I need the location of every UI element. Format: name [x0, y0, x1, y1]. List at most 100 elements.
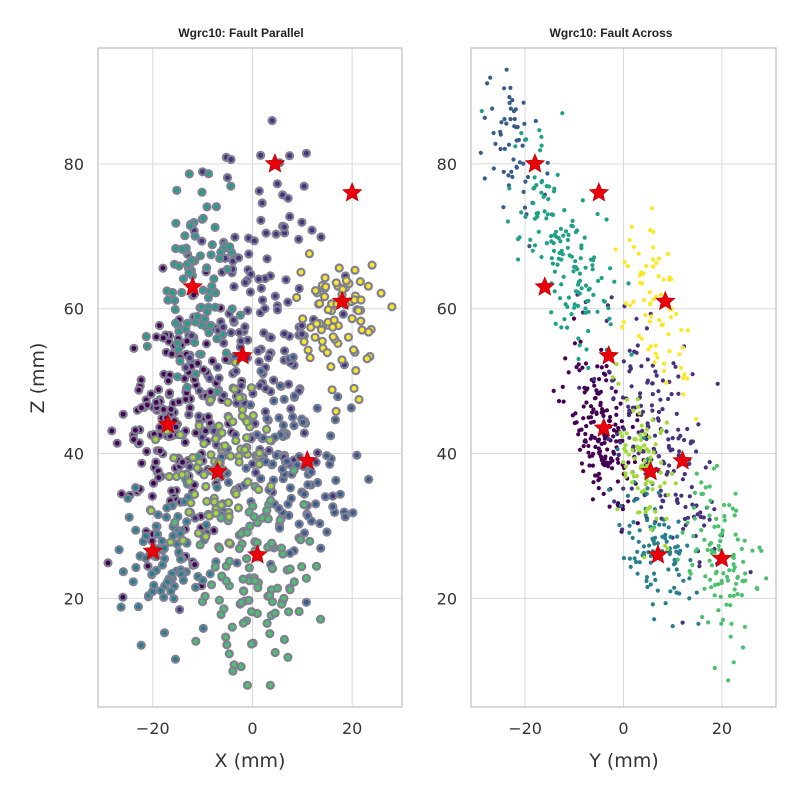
data-point: [650, 392, 655, 397]
data-point: [591, 292, 596, 297]
data-point: [608, 322, 613, 327]
data-point: [581, 469, 586, 474]
data-point: [258, 218, 264, 223]
data-point: [245, 479, 251, 485]
data-point: [576, 432, 581, 437]
data-point: [651, 450, 656, 455]
data-point: [501, 205, 506, 210]
data-point: [589, 433, 594, 438]
data-point: [226, 480, 231, 485]
data-point: [277, 517, 283, 523]
data-point: [329, 387, 335, 393]
data-point: [635, 486, 640, 491]
data-point: [267, 593, 272, 598]
data-point: [263, 459, 269, 465]
data-point: [171, 455, 177, 461]
data-point: [591, 407, 596, 412]
data-point: [643, 513, 648, 518]
data-point: [208, 452, 214, 458]
data-point: [207, 571, 213, 577]
data-point: [160, 562, 165, 568]
data-point: [676, 391, 681, 396]
data-point: [125, 496, 131, 501]
data-point: [287, 587, 293, 593]
data-point: [246, 509, 252, 515]
data-point: [162, 546, 167, 551]
data-point: [650, 381, 655, 386]
data-point: [159, 538, 165, 544]
data-point: [279, 601, 284, 607]
data-point: [742, 624, 748, 629]
data-point: [216, 375, 222, 381]
data-point: [593, 473, 598, 478]
data-point: [648, 455, 653, 460]
data-point: [569, 312, 574, 317]
data-point: [196, 413, 202, 419]
data-point: [677, 551, 682, 556]
data-point: [183, 365, 189, 370]
data-point: [359, 327, 365, 333]
data-point: [627, 435, 632, 440]
data-point: [218, 515, 224, 521]
data-point: [238, 338, 244, 344]
data-point: [642, 488, 647, 493]
data-point: [515, 124, 520, 130]
data-point: [609, 385, 614, 391]
data-point: [614, 362, 619, 367]
data-point: [578, 339, 583, 344]
data-point: [635, 521, 640, 526]
data-point: [327, 461, 333, 467]
data-point: [642, 443, 647, 448]
data-point: [223, 578, 229, 584]
data-point: [168, 539, 173, 545]
data-point: [184, 338, 190, 344]
data-point: [625, 493, 631, 498]
data-point: [485, 81, 490, 86]
x-tick-labels: −20 0 20: [136, 719, 362, 738]
data-point: [542, 209, 547, 214]
data-point: [156, 475, 162, 480]
data-point: [644, 578, 649, 584]
data-point: [389, 304, 395, 310]
data-point: [244, 435, 250, 441]
data-point: [698, 510, 703, 515]
data-point: [353, 368, 359, 373]
data-point: [638, 391, 643, 396]
data-point: [138, 642, 144, 648]
data-point: [648, 344, 653, 349]
data-point: [213, 290, 219, 296]
data-point: [572, 420, 577, 426]
data-point: [277, 383, 283, 389]
data-point: [256, 461, 262, 467]
data-point: [676, 427, 681, 432]
data-point: [592, 383, 597, 388]
data-point: [530, 248, 535, 253]
data-point: [666, 443, 672, 449]
data-point: [629, 470, 635, 475]
data-point: [510, 98, 515, 103]
data-point: [239, 600, 244, 605]
data-point: [312, 334, 318, 340]
data-point: [165, 297, 171, 303]
data-point: [211, 276, 217, 282]
data-point: [269, 118, 275, 123]
data-point: [549, 212, 554, 217]
data-point: [302, 491, 307, 497]
centroid-star: [297, 449, 318, 470]
data-point: [556, 256, 561, 261]
data-point: [261, 330, 267, 336]
data-point: [672, 557, 677, 563]
centroid-star: [264, 153, 286, 173]
data-point: [148, 391, 154, 397]
data-point: [153, 523, 159, 529]
data-point: [666, 567, 671, 572]
data-point: [666, 251, 671, 256]
data-point: [742, 538, 747, 543]
data-point: [650, 602, 655, 607]
data-point: [506, 183, 511, 188]
data-point: [333, 409, 339, 414]
data-point: [131, 437, 137, 442]
data-point: [674, 567, 679, 572]
data-point: [263, 230, 269, 236]
data-point: [292, 393, 297, 399]
